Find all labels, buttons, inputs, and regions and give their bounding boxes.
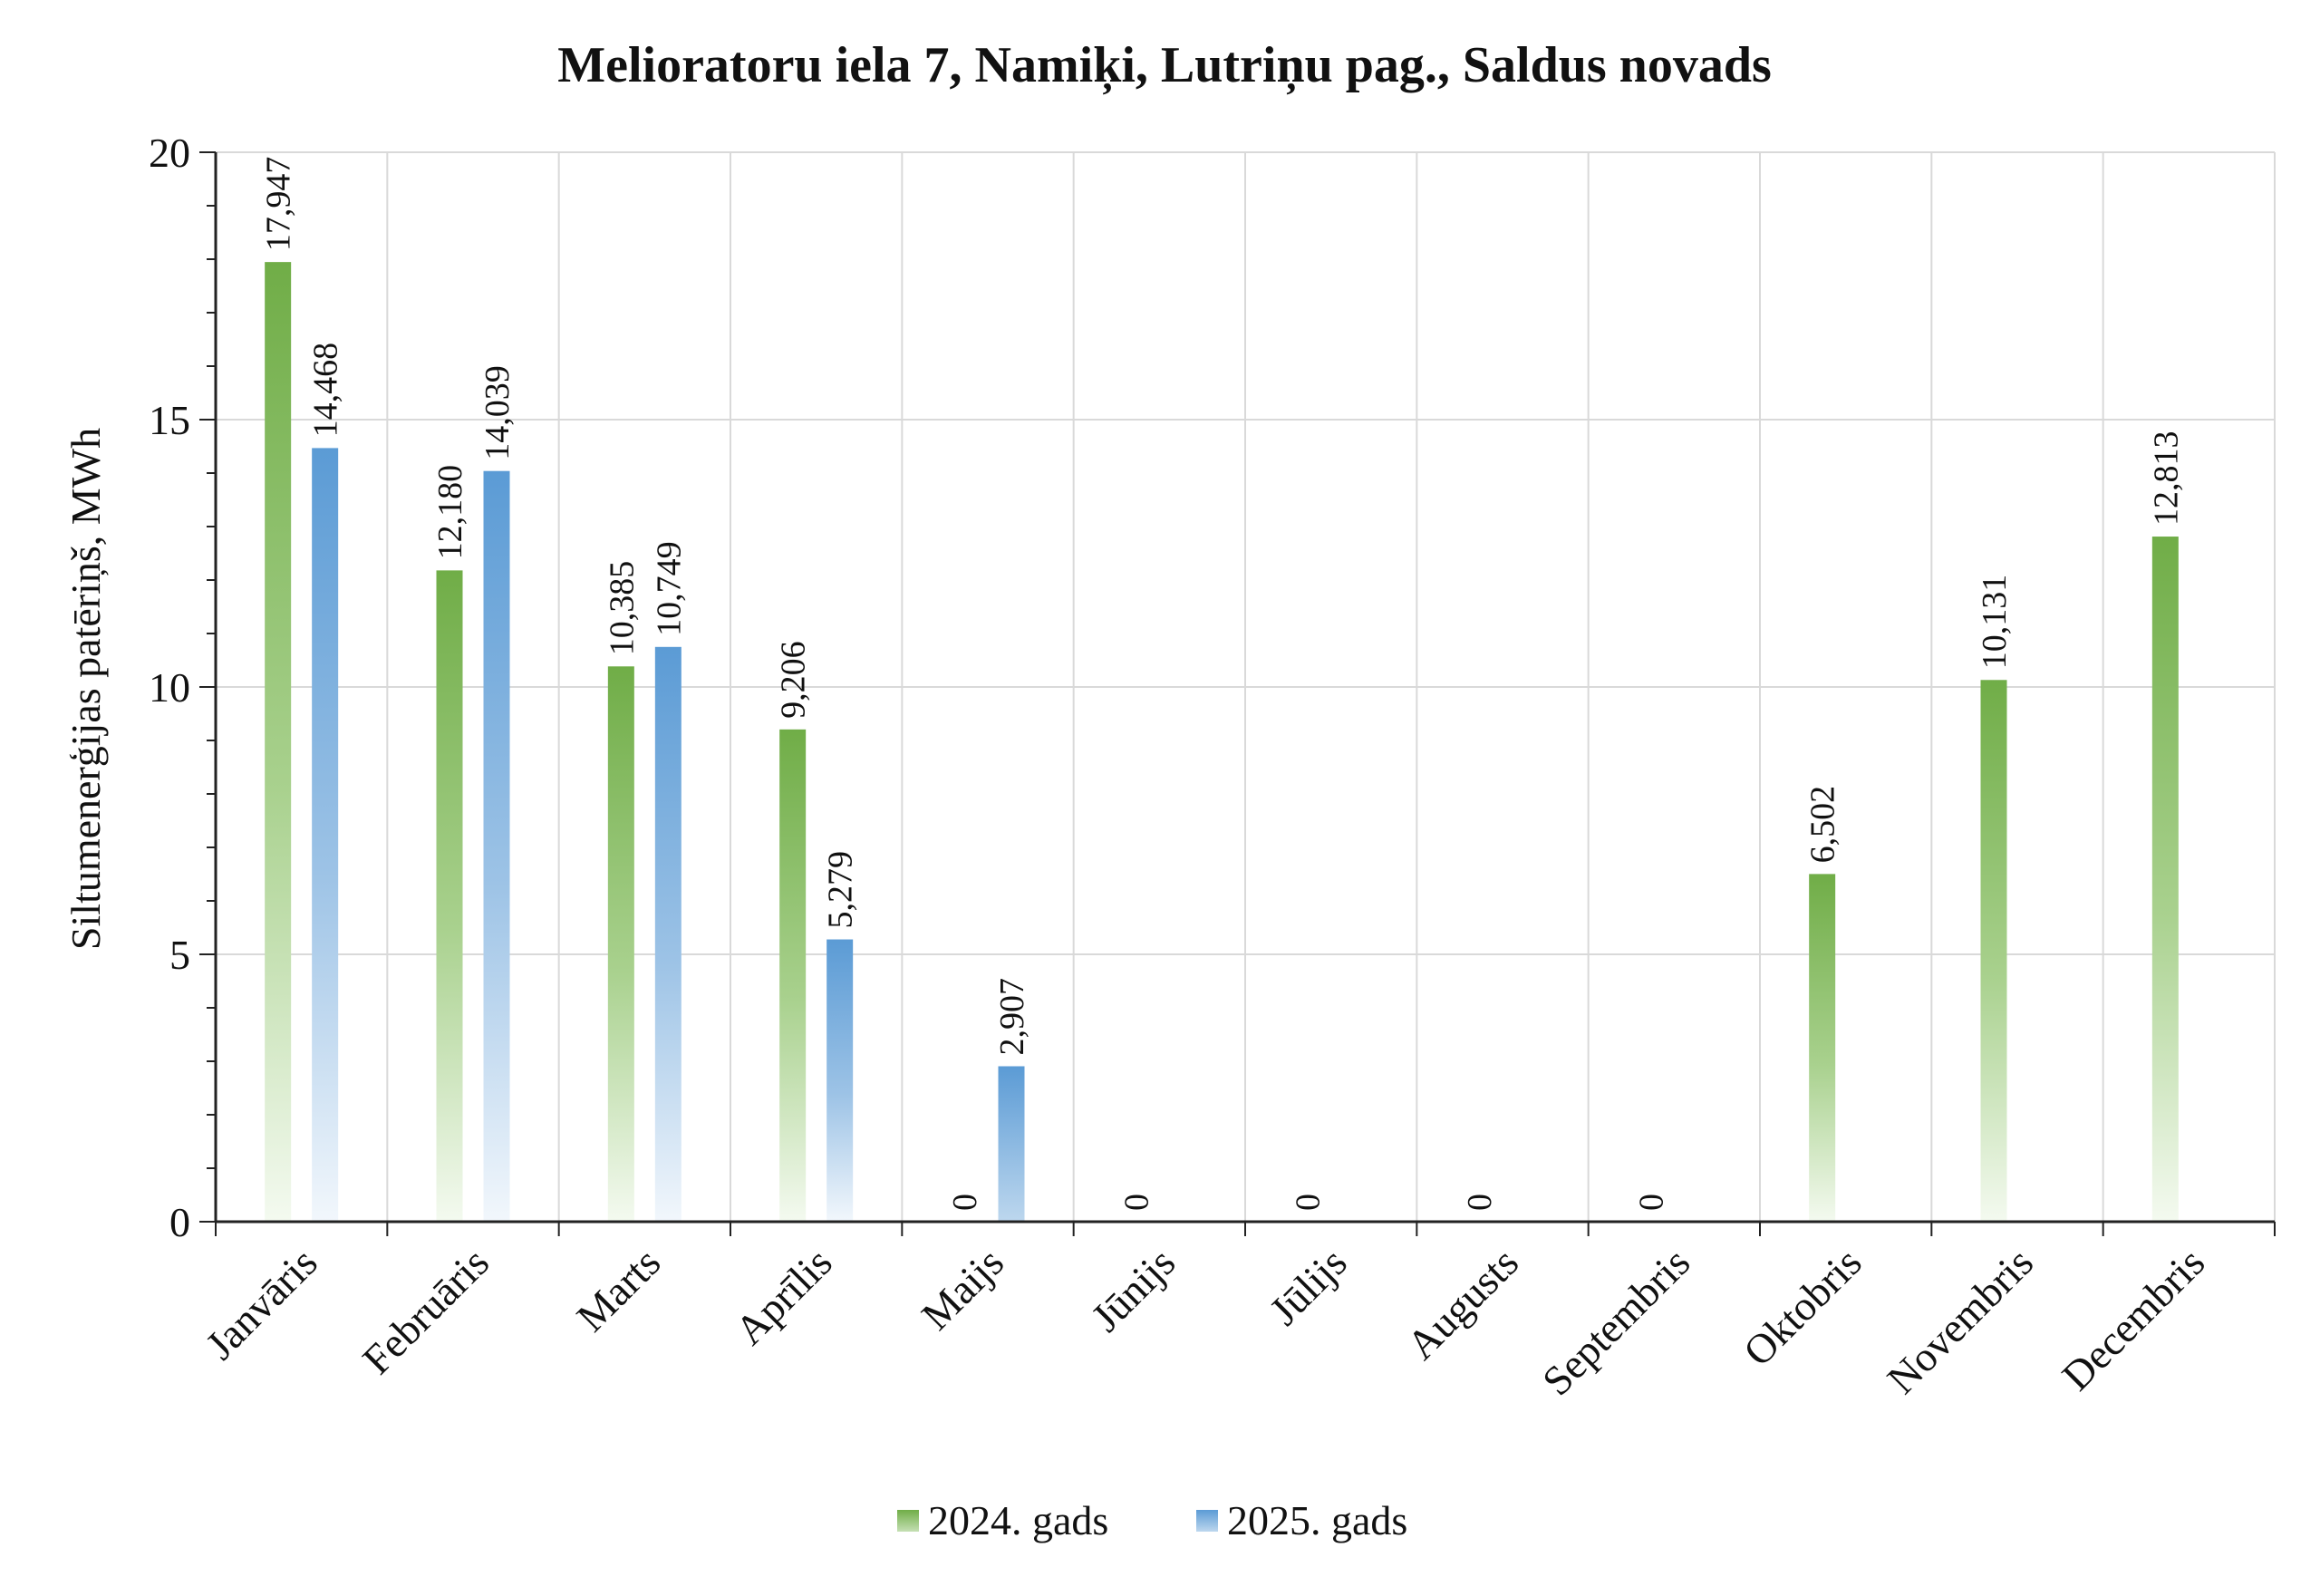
legend-swatch-2: [1196, 1510, 1218, 1532]
chart-title: Melioratoru iela 7, Namiķi, Lutriņu pag.…: [557, 37, 1772, 95]
bar-2-Aprīlis: [826, 939, 854, 1222]
data-label-1-Jūnijs: 0: [1117, 1194, 1155, 1211]
y-tick-label-5: 5: [169, 932, 190, 978]
data-label-1-Marts: 10,385: [603, 561, 641, 656]
y-axis-label: Siltumenerģijas patēriņš, MWh: [63, 428, 109, 950]
bar-1-Februāris: [436, 570, 463, 1222]
data-label-1-Novembris: 10,131: [1976, 575, 2014, 670]
data-label-1-Februāris: 12,180: [431, 465, 469, 560]
data-label-1-Decembris: 12,813: [2147, 431, 2185, 527]
data-label-2-Aprīlis: 5,279: [822, 851, 860, 929]
data-label-1-Oktobris: 6,502: [1804, 786, 1842, 863]
bar-2-Janvāris: [312, 448, 339, 1222]
bars: [265, 262, 2179, 1223]
x-tick-label-Jūlijs: Jūlijs: [1261, 1239, 1356, 1334]
bar-1-Janvāris: [265, 262, 292, 1223]
data-label-2-Maijs: 2,907: [993, 978, 1031, 1056]
legend-label-2: 2025. gads: [1227, 1497, 1407, 1543]
data-label-1-Septembris: 0: [1632, 1194, 1670, 1211]
y-tick-label-10: 10: [149, 664, 190, 711]
x-tick-label-Septembris: Septembris: [1533, 1239, 1698, 1404]
data-label-1-Augusts: 0: [1461, 1194, 1499, 1211]
bar-2-Maijs: [998, 1066, 1025, 1222]
data-label-1-Jūlijs: 0: [1290, 1194, 1328, 1211]
bar-1-Oktobris: [1809, 874, 1836, 1222]
x-tick-label-Oktobris: Oktobris: [1735, 1239, 1870, 1375]
x-tick-label-Maijs: Maijs: [913, 1239, 1012, 1339]
legend-item-1: 2024. gads: [897, 1497, 1108, 1543]
legend-swatch-1: [897, 1510, 919, 1532]
x-tick-label-Jūnijs: Jūnijs: [1082, 1239, 1184, 1340]
data-label-1-Maijs: 0: [946, 1194, 984, 1211]
data-labels: 17,947 12,180 10,385 9,206 0 0 0 0 0 6,502 10,131 1…: [260, 157, 2186, 1211]
grid: [216, 151, 2276, 1222]
data-label-1-Aprīlis: 9,206: [775, 641, 813, 719]
y-tick-label-20: 20: [149, 130, 190, 176]
x-tick-label-Marts: Marts: [567, 1239, 669, 1340]
y-tick-label-15: 15: [149, 397, 190, 443]
x-tick-label-Janvāris: Janvāris: [197, 1239, 326, 1369]
bar-1-Novembris: [1980, 680, 2007, 1222]
data-label-1-Janvāris: 17,947: [260, 157, 298, 252]
data-label-2-Janvāris: 14,468: [307, 343, 345, 438]
x-tick-label-Februāris: Februāris: [353, 1239, 498, 1383]
bar-2-Februāris: [483, 470, 510, 1222]
data-label-2-Marts: 10,749: [650, 541, 688, 636]
x-tick-label-Decembris: Decembris: [2053, 1239, 2213, 1399]
bar-1-Decembris: [2151, 537, 2179, 1222]
legend-label-1: 2024. gads: [928, 1497, 1108, 1543]
bar-1-Marts: [607, 666, 634, 1222]
legend: 2024. gads 2025. gads: [897, 1497, 1407, 1543]
bar-2-Marts: [654, 646, 682, 1222]
legend-item-2: 2025. gads: [1196, 1497, 1407, 1543]
x-tick-label-Aprīlis: Aprīlis: [726, 1239, 840, 1353]
y-tick-label-0: 0: [169, 1199, 190, 1245]
bar-1-Aprīlis: [779, 729, 807, 1222]
x-tick-label-Novembris: Novembris: [1878, 1239, 2042, 1403]
data-label-2-Februāris: 14,039: [478, 365, 517, 460]
axes: 0 5 10 15 20 Janvāris Februāris Marts Aprīlis Mai…: [149, 130, 2276, 1404]
x-tick-label-Augusts: Augusts: [1397, 1239, 1527, 1369]
